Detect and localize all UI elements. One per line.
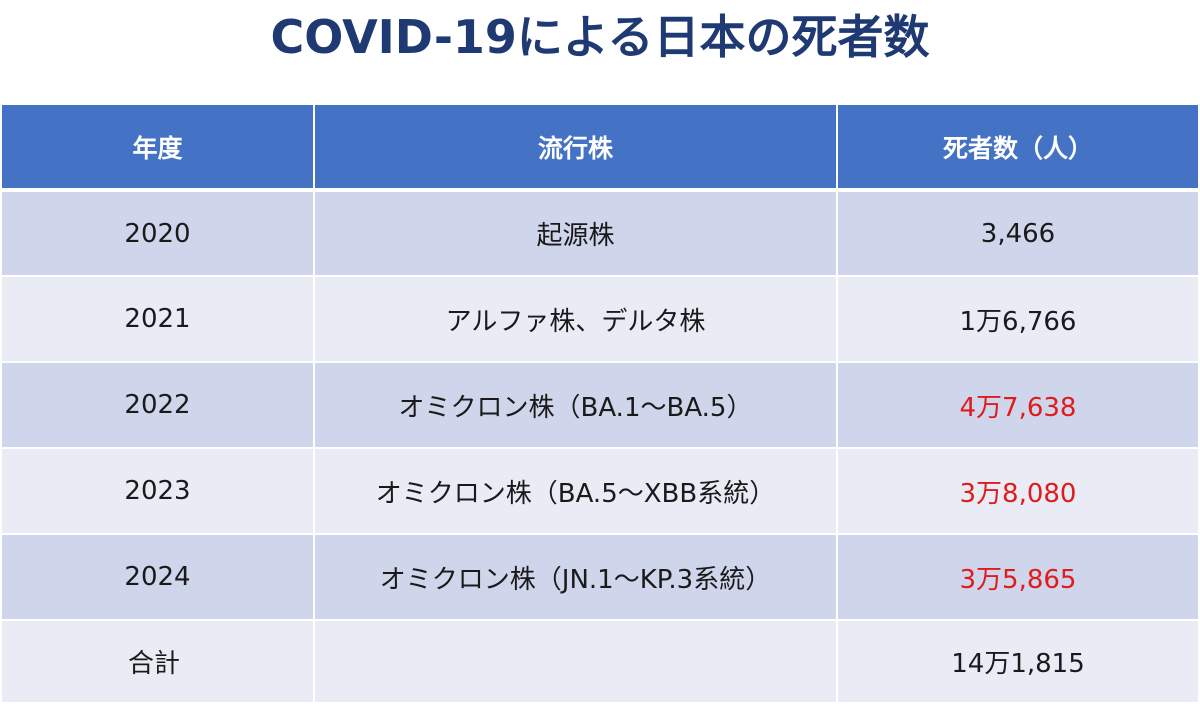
table-header-row: 年度 流行株 死者数（人） bbox=[2, 105, 1198, 192]
total-deaths: 14万1,815 bbox=[836, 619, 1198, 702]
table-row: 2024 オミクロン株（JN.1～KP.3系統） 3万5,865 bbox=[2, 534, 1198, 621]
total-strain bbox=[313, 619, 838, 702]
cell-deaths: 3万5,865 bbox=[836, 534, 1198, 621]
deaths-table: 年度 流行株 死者数（人） 2020 起源株 3,466 2021 アルファ株、… bbox=[2, 105, 1198, 702]
total-row: 合計 14万1,815 bbox=[2, 619, 1198, 702]
cell-strain: オミクロン株（BA.1～BA.5） bbox=[313, 362, 838, 449]
table-row: 2020 起源株 3,466 bbox=[2, 190, 1198, 277]
cell-strain: アルファ株、デルタ株 bbox=[313, 276, 838, 363]
cell-year: 2020 bbox=[2, 190, 315, 277]
table-row: 2021 アルファ株、デルタ株 1万6,766 bbox=[2, 276, 1198, 363]
table-row: 2023 オミクロン株（BA.5～XBB系統） 3万8,080 bbox=[2, 448, 1198, 535]
cell-deaths: 4万7,638 bbox=[836, 362, 1198, 449]
cell-deaths: 3,466 bbox=[836, 190, 1198, 277]
header-year: 年度 bbox=[2, 105, 315, 192]
table-row: 2022 オミクロン株（BA.1～BA.5） 4万7,638 bbox=[2, 362, 1198, 449]
cell-year: 2023 bbox=[2, 448, 315, 535]
header-deaths: 死者数（人） bbox=[836, 105, 1198, 192]
header-strain: 流行株 bbox=[313, 105, 838, 192]
cell-strain: 起源株 bbox=[313, 190, 838, 277]
cell-year: 2024 bbox=[2, 534, 315, 621]
page-title: COVID-19による日本の死者数 bbox=[270, 10, 930, 64]
cell-year: 2022 bbox=[2, 362, 315, 449]
cell-strain: オミクロン株（BA.5～XBB系統） bbox=[313, 448, 838, 535]
cell-deaths: 3万8,080 bbox=[836, 448, 1198, 535]
total-label: 合計 bbox=[2, 619, 315, 702]
cell-year: 2021 bbox=[2, 276, 315, 363]
cell-deaths: 1万6,766 bbox=[836, 276, 1198, 363]
cell-strain: オミクロン株（JN.1～KP.3系統） bbox=[313, 534, 838, 621]
